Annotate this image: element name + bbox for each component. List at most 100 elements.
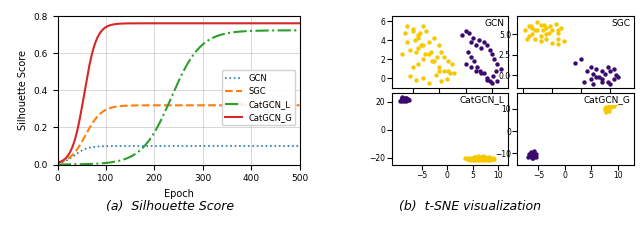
Point xyxy=(529,37,540,40)
Point xyxy=(475,158,485,161)
Point xyxy=(479,40,489,44)
Point xyxy=(541,33,552,36)
CatGCN_L xyxy=(243,30,250,32)
Point xyxy=(492,79,502,83)
Text: (a)  Silhouette Score: (a) Silhouette Score xyxy=(106,200,234,213)
Point xyxy=(466,55,476,59)
SGC xyxy=(220,104,228,107)
Point xyxy=(526,24,536,28)
Point xyxy=(492,62,502,66)
Point xyxy=(491,69,501,72)
CatGCN_L xyxy=(161,112,168,115)
Point xyxy=(556,26,566,30)
Text: (b)  t-SNE visualization: (b) t-SNE visualization xyxy=(399,200,541,213)
Point xyxy=(410,38,420,42)
Point xyxy=(603,80,613,84)
Point xyxy=(477,156,488,160)
GCN xyxy=(152,145,159,147)
Point xyxy=(461,29,471,33)
Point xyxy=(570,61,580,65)
GCN xyxy=(243,145,250,147)
Point xyxy=(484,155,494,159)
Text: CatGCN_L: CatGCN_L xyxy=(460,95,504,104)
Point xyxy=(529,149,539,153)
Point xyxy=(403,40,413,44)
CatGCN_L xyxy=(220,33,228,35)
Point xyxy=(467,157,477,161)
Point xyxy=(399,97,410,101)
Point xyxy=(470,156,480,160)
Point xyxy=(466,65,476,69)
Point xyxy=(597,78,607,81)
Point xyxy=(424,40,434,44)
Point xyxy=(605,69,616,73)
Point xyxy=(586,78,596,81)
Point xyxy=(403,97,413,101)
Point xyxy=(479,157,489,161)
Text: CatGCN_G: CatGCN_G xyxy=(583,95,630,104)
Point xyxy=(488,157,498,161)
Point xyxy=(472,157,483,161)
Point xyxy=(609,98,619,102)
Point xyxy=(462,156,472,160)
SGC xyxy=(243,104,250,107)
Point xyxy=(400,98,410,102)
Point xyxy=(525,154,536,157)
Point xyxy=(600,106,610,110)
Point xyxy=(403,24,413,28)
Point xyxy=(439,69,449,72)
Point xyxy=(447,62,457,66)
Point xyxy=(607,102,618,106)
Point xyxy=(404,98,415,102)
Point xyxy=(527,33,538,36)
Point xyxy=(550,22,561,26)
Point xyxy=(436,50,447,53)
Point xyxy=(489,57,499,61)
Point xyxy=(404,48,415,51)
Point xyxy=(483,156,493,160)
Point xyxy=(477,157,488,161)
Point xyxy=(467,157,477,161)
SGC xyxy=(161,104,168,107)
Point xyxy=(464,31,474,35)
Point xyxy=(397,99,407,103)
Point xyxy=(463,50,473,53)
Point xyxy=(442,59,452,63)
CatGCN_G xyxy=(243,22,250,25)
Point xyxy=(418,76,428,80)
Point xyxy=(528,156,538,160)
Point xyxy=(488,156,498,160)
Point xyxy=(531,155,541,159)
Point xyxy=(470,155,480,159)
Point xyxy=(553,37,563,40)
Point xyxy=(586,65,596,69)
Point xyxy=(418,43,428,47)
Point xyxy=(475,155,485,159)
CatGCN_L xyxy=(152,129,159,132)
Point xyxy=(395,99,405,102)
Point xyxy=(524,34,534,38)
Point xyxy=(472,65,483,69)
Point xyxy=(469,155,479,159)
Point xyxy=(431,73,441,77)
Point xyxy=(472,158,483,162)
GCN xyxy=(296,145,303,147)
Point xyxy=(471,43,481,47)
CatGCN_G xyxy=(247,22,255,25)
Point xyxy=(483,158,493,162)
Y-axis label: Silhouette Score: Silhouette Score xyxy=(18,51,28,130)
Point xyxy=(434,69,444,72)
Point xyxy=(399,97,410,101)
Point xyxy=(611,74,621,77)
Point xyxy=(605,104,615,107)
Point xyxy=(421,29,431,33)
Point xyxy=(420,53,431,56)
Point xyxy=(531,152,541,156)
Point xyxy=(553,42,563,46)
Point xyxy=(426,50,436,53)
Point xyxy=(427,59,437,63)
Point xyxy=(408,65,418,69)
Point xyxy=(399,99,410,102)
Point xyxy=(400,98,410,101)
Point xyxy=(529,150,540,154)
